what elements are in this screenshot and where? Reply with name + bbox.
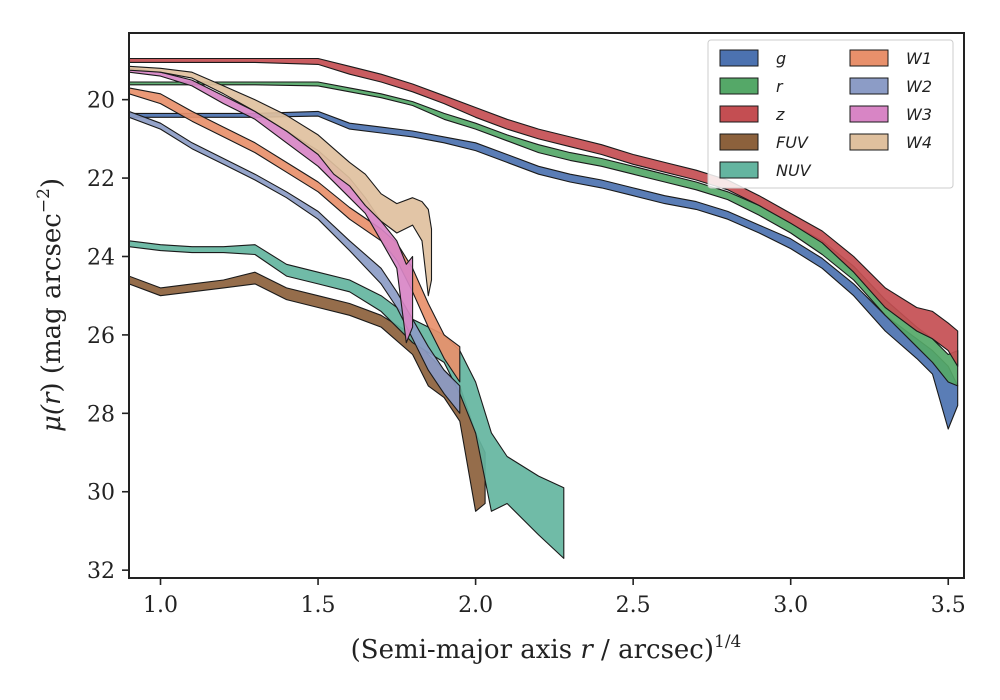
y-axis-label: μ(r) (mag arcsec−2) [34, 178, 67, 432]
band-w4 [129, 65, 433, 297]
band-w1 [129, 87, 461, 383]
legend-label: W3 [906, 105, 932, 124]
y-tick-label: 28 [87, 402, 115, 427]
legend-label: W4 [906, 133, 932, 152]
legend-swatch [849, 77, 889, 95]
y-tick-label: 24 [87, 245, 115, 270]
legend-swatch [849, 105, 889, 123]
legend-swatch [719, 77, 759, 95]
x-tick-label: 3.5 [931, 593, 966, 618]
legend-swatch [849, 49, 889, 67]
legend-label: r [776, 77, 784, 96]
band-w2 [129, 110, 461, 414]
band-g [129, 110, 959, 430]
y-axis: 20 22 24 26 28 30 32 [87, 89, 129, 584]
legend-swatch [719, 49, 759, 67]
legend-label: g [776, 49, 786, 68]
y-tick-label: 30 [87, 481, 115, 506]
legend-swatch [849, 133, 889, 151]
band-nuv [129, 240, 565, 559]
band-r [129, 81, 959, 387]
legend-label: W2 [906, 77, 932, 96]
band-fuv [129, 271, 486, 512]
y-tick-label: 32 [87, 559, 115, 584]
x-tick-label: 1.0 [143, 593, 178, 618]
legend: grz FUV NUV W1 W2 W3 W4 [707, 39, 954, 189]
band-z [129, 57, 959, 367]
legend-swatch [719, 161, 759, 179]
x-tick-label: 1.5 [301, 593, 336, 618]
axes-frame [128, 32, 965, 579]
y-tick-label: 26 [87, 324, 115, 349]
x-tick-label: 2.0 [458, 593, 493, 618]
legend-label: NUV [776, 161, 812, 180]
y-tick-label: 22 [87, 167, 115, 192]
x-tick-label: 2.5 [616, 593, 651, 618]
x-tick-label: 3.0 [773, 593, 808, 618]
legend-label: W1 [906, 49, 932, 68]
x-axis-label: (Semi-major axis r / arcsec)1/4 [351, 632, 742, 665]
legend-swatch [719, 133, 759, 151]
legend-label: z [775, 105, 785, 124]
plot-area [129, 57, 959, 559]
legend-swatch [719, 105, 759, 123]
legend-label: FUV [776, 133, 809, 152]
y-tick-label: 20 [87, 89, 115, 114]
legend-box [707, 39, 954, 189]
x-axis: 1.0 1.5 2.0 2.5 3.0 3.5 [143, 578, 966, 618]
